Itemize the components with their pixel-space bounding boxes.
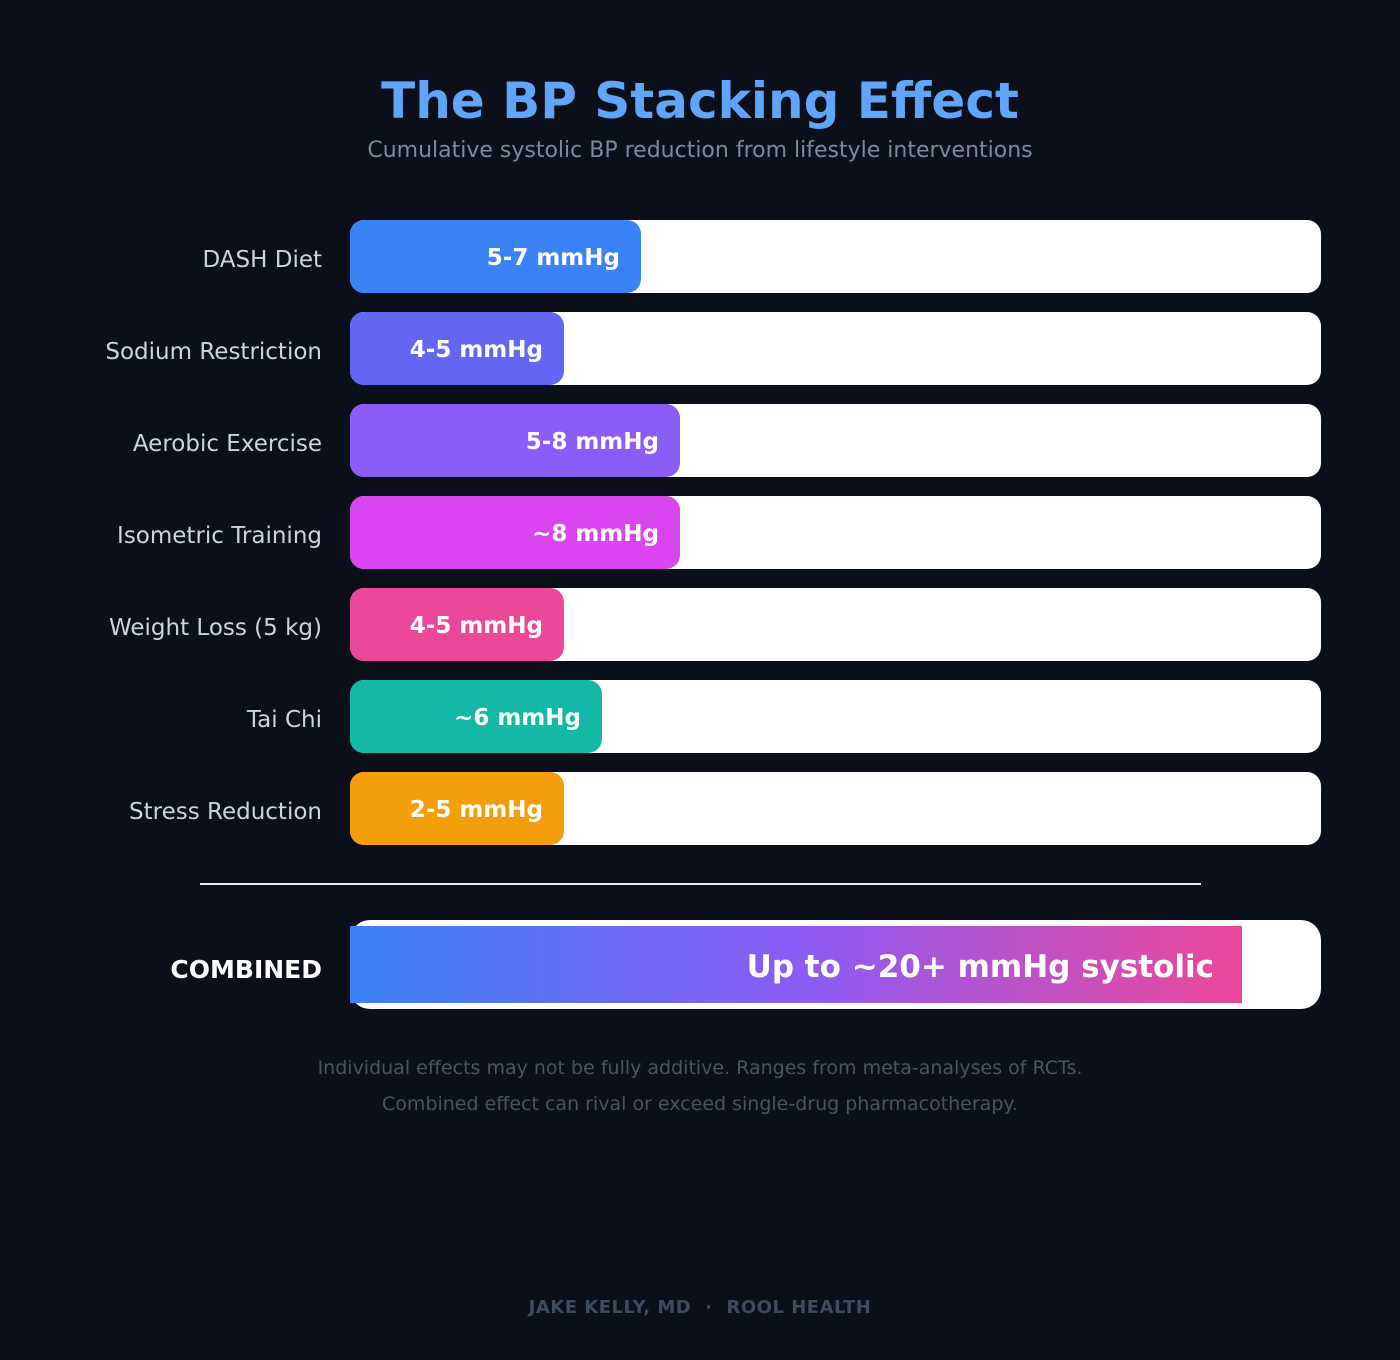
page-title: The BP Stacking Effect (381, 72, 1019, 130)
combined-value-label: Up to ~20+ mmHg systolic (746, 949, 1214, 985)
bar (350, 680, 602, 753)
bar-row: Weight Loss (5 kg) 4-5 mmHg (0, 588, 1400, 661)
bar-row: Stress Reduction 2-5 mmHg (0, 772, 1400, 845)
bar-value-label: 5-7 mmHg (486, 245, 620, 271)
bar-row: Sodium Restriction 4-5 mmHg (0, 312, 1400, 385)
category-label: Stress Reduction (129, 799, 322, 825)
category-label: Aerobic Exercise (132, 431, 322, 457)
category-label: Isometric Training (117, 523, 322, 549)
footnote-line-2: Combined effect can rival or exceed sing… (382, 1093, 1018, 1115)
bar-value-label: ~8 mmHg (532, 521, 659, 547)
page-subtitle: Cumulative systolic BP reduction from li… (367, 138, 1033, 163)
bar (350, 496, 680, 569)
bar (350, 220, 641, 293)
footer-org: ROOL HEALTH (726, 1297, 872, 1318)
footer-author: JAKE KELLY, MD (528, 1297, 692, 1318)
bar-row: Aerobic Exercise 5-8 mmHg (0, 404, 1400, 477)
footer-credit: JAKE KELLY, MD · ROOL HEALTH (0, 1296, 1400, 1320)
footer-separator: · (705, 1297, 713, 1318)
divider (200, 883, 1201, 885)
bar (350, 588, 564, 661)
bar-value-label: 4-5 mmHg (409, 613, 543, 639)
bar-value-label: 4-5 mmHg (409, 337, 543, 363)
category-label: DASH Diet (202, 247, 322, 273)
bar-row: Isometric Training ~8 mmHg (0, 496, 1400, 569)
category-label: Weight Loss (5 kg) (108, 615, 322, 641)
bar-row: Tai Chi ~6 mmHg (0, 680, 1400, 753)
combined-label: COMBINED (170, 955, 322, 984)
bar-value-label: ~6 mmHg (454, 705, 581, 731)
bar-value-label: 2-5 mmHg (409, 797, 543, 823)
bar-value-label: 5-8 mmHg (525, 429, 659, 455)
bar (350, 404, 680, 477)
footnote-line-1: Individual effects may not be fully addi… (317, 1057, 1083, 1079)
bar (350, 772, 564, 845)
combined-bar (350, 926, 1242, 1003)
category-label: Tai Chi (246, 707, 322, 733)
category-label: Sodium Restriction (105, 339, 322, 365)
bar-row: DASH Diet 5-7 mmHg (0, 220, 1400, 293)
bar (350, 312, 564, 385)
